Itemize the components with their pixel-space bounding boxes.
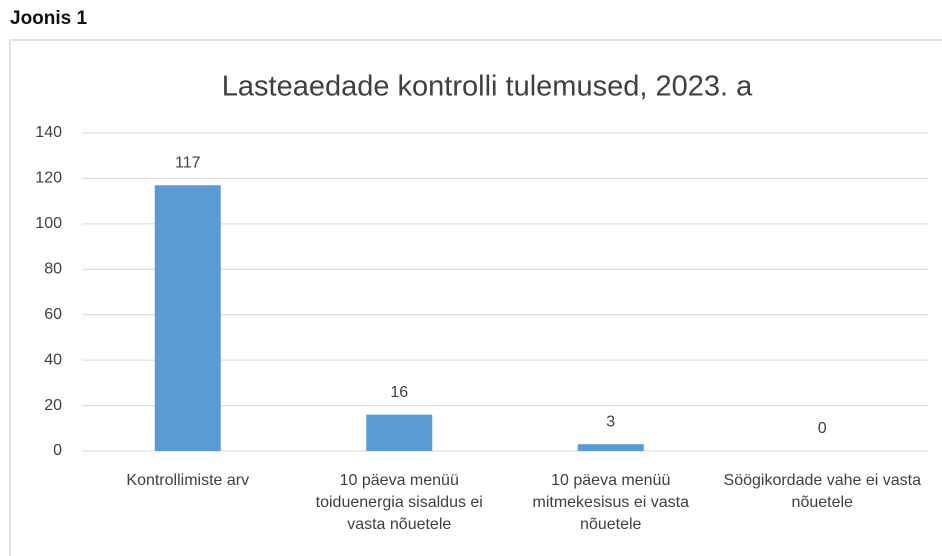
chart-title: Lasteaedade kontrolli tulemused, 2023. a xyxy=(222,71,753,103)
y-tick-label: 120 xyxy=(35,170,62,187)
x-tick-label: Söögikordade vahe ei vasta nõuetele xyxy=(723,472,921,511)
y-tick-label: 20 xyxy=(44,397,62,414)
data-label: 3 xyxy=(606,413,615,430)
figure-label: Joonis 1 xyxy=(10,8,88,29)
data-label: 16 xyxy=(390,384,408,401)
data-label: 117 xyxy=(175,154,201,171)
chart-border xyxy=(9,39,942,556)
y-tick-label: 100 xyxy=(35,215,62,232)
bar xyxy=(577,444,644,451)
bar xyxy=(154,185,221,451)
y-tick-label: 0 xyxy=(53,442,62,459)
x-tick-label: Kontrollimiste arv xyxy=(126,472,250,489)
x-tick-label: 10 päeva menüü toiduenergia sisaldus ei … xyxy=(315,472,483,533)
x-tick-label: 10 päeva menüü mitmekesisus ei vasta nõu… xyxy=(532,472,690,533)
y-tick-label: 40 xyxy=(44,351,62,368)
y-tick-label: 60 xyxy=(44,306,62,323)
bar xyxy=(366,414,433,451)
y-tick-label: 140 xyxy=(35,124,62,141)
y-tick-label: 80 xyxy=(44,261,62,278)
data-label: 0 xyxy=(818,420,827,437)
